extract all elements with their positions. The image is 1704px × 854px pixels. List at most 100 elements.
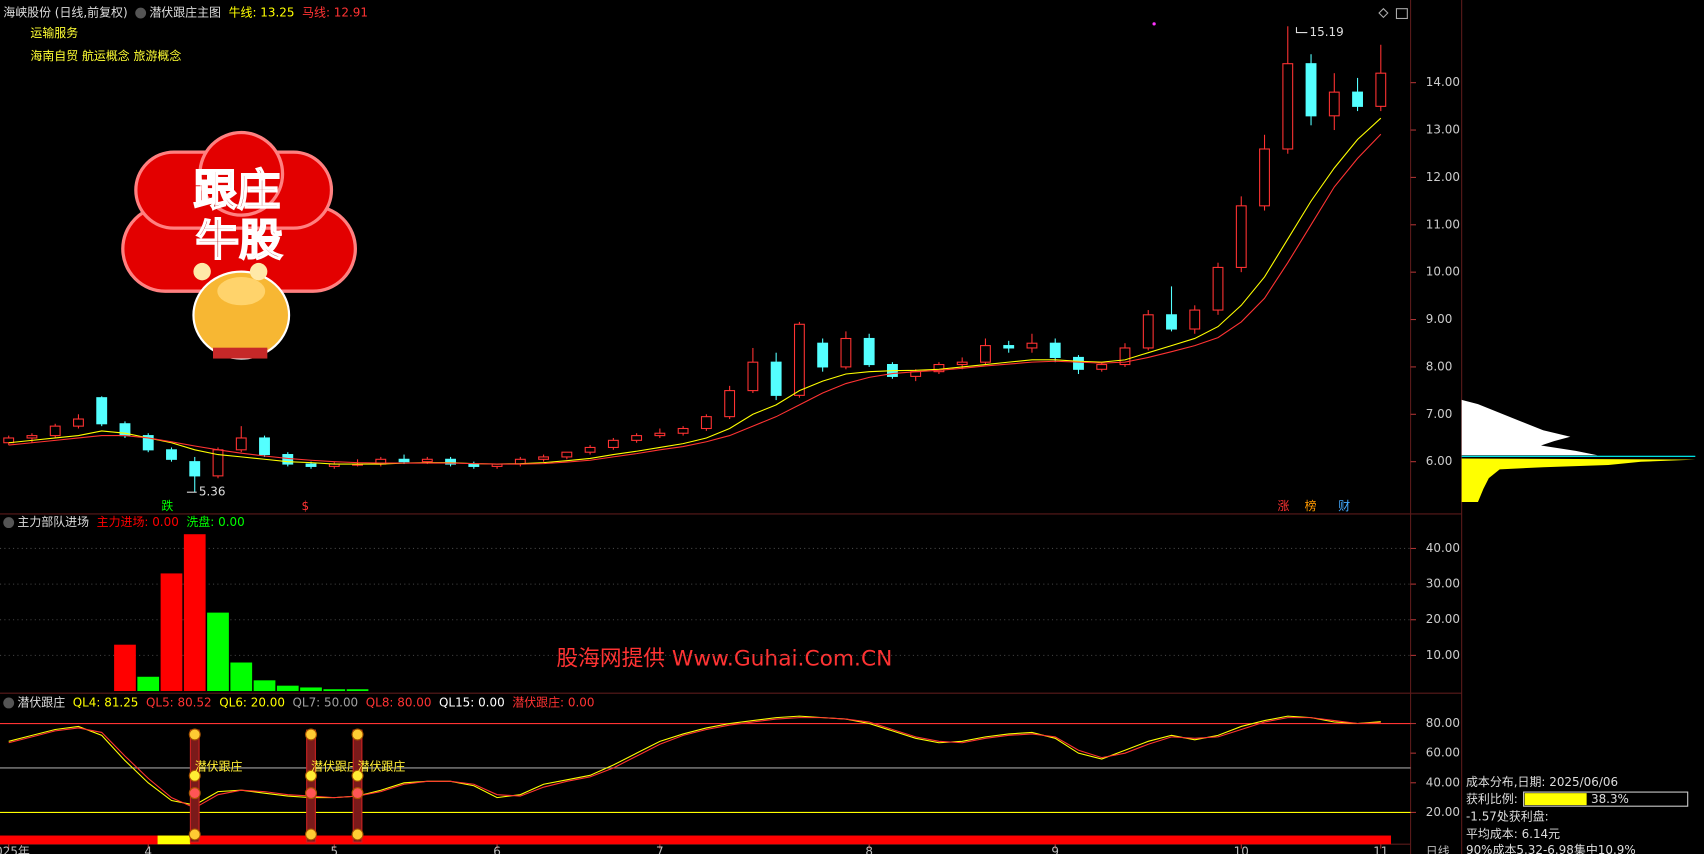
- signal-icon: [188, 728, 201, 741]
- candle-body: [1328, 91, 1340, 117]
- signal-icon: [351, 728, 364, 741]
- bar: [114, 644, 136, 692]
- y-tick-label: 60.00: [1426, 746, 1460, 760]
- signal-icon: [351, 787, 364, 800]
- annotation: 涨: [1277, 498, 1289, 513]
- logo-pig: [217, 277, 266, 306]
- bar: [253, 680, 276, 692]
- candle-body: [584, 446, 596, 453]
- candle-body: [538, 456, 550, 460]
- candle-body: [1352, 91, 1363, 107]
- logo-pig: [249, 262, 268, 281]
- candle-body: [1049, 342, 1061, 358]
- candle-body: [445, 458, 456, 465]
- candle-body: [1212, 266, 1224, 311]
- y-tick-label: 30.00: [1426, 577, 1460, 591]
- signal-marker: [306, 729, 316, 843]
- candle-body: [259, 437, 270, 456]
- candle-body: [1096, 364, 1108, 370]
- candle-body: [747, 361, 759, 392]
- x-tick-label: 5: [330, 844, 338, 854]
- bar: [137, 676, 160, 692]
- panel-icon: [3, 517, 15, 529]
- y-tick-label: 10.00: [1426, 648, 1460, 662]
- legend-item: 潜伏跟庄主图: [149, 5, 221, 20]
- signal-icon: [188, 787, 201, 800]
- candle-body: [561, 451, 573, 458]
- candle-body: [1305, 63, 1317, 117]
- profit-label: 获利比例:: [1466, 792, 1518, 806]
- candle-body: [235, 437, 247, 451]
- profit-at: -1.57处获利盘:: [1466, 809, 1549, 824]
- signal-icon: [305, 728, 318, 741]
- legend-item: 洗盘: 0.00: [186, 514, 244, 529]
- candle-body: [863, 337, 875, 366]
- signal-icon: [351, 828, 364, 841]
- candle-body: [607, 439, 619, 448]
- y-tick-label: 40.00: [1426, 775, 1460, 789]
- candle-body: [1282, 63, 1294, 150]
- bar: [230, 662, 253, 692]
- candle-body: [1142, 314, 1154, 349]
- candle-body: [26, 435, 38, 439]
- candle-body: [770, 361, 782, 396]
- ma-line: [8, 117, 1382, 465]
- candle-body: [1189, 309, 1201, 330]
- y-tick-label: 20.00: [1426, 805, 1460, 819]
- bar: [346, 689, 369, 692]
- y-tick-label: 8.00: [1426, 359, 1453, 373]
- x-tick-label: 4: [144, 844, 152, 854]
- candle-body: [1259, 148, 1270, 207]
- period: 日线: [1426, 844, 1450, 854]
- x-tick-label: 7: [656, 844, 664, 854]
- candle-body: [654, 432, 666, 437]
- indicator-line: [8, 717, 1381, 809]
- candle-body: [933, 364, 945, 373]
- bar: [323, 689, 346, 692]
- average-cost: 平均成本: 6.14元: [1466, 827, 1560, 841]
- concepts: 海南自贸 航运概念 旅游概念: [30, 48, 181, 63]
- legend-item: QL7: 50.00: [293, 695, 359, 709]
- x-tick-label: 2025年: [0, 844, 30, 854]
- signal-icon: [305, 787, 318, 800]
- candle-body: [468, 463, 480, 467]
- signal-icon: [351, 769, 364, 782]
- candle-body: [793, 323, 805, 396]
- legend-item: 牛线: 13.25: [229, 5, 295, 20]
- signal-label: 潜伏跟庄: [195, 759, 243, 774]
- icon[interactable]: [1378, 7, 1389, 19]
- logo-text: 牛股: [196, 216, 283, 266]
- candle-body: [142, 435, 154, 451]
- y-tick-label: 20.00: [1426, 612, 1460, 626]
- candle-body: [1119, 347, 1131, 366]
- y-tick-label: 11.00: [1426, 217, 1460, 231]
- signal-band: [157, 835, 191, 845]
- candle-body: [49, 425, 61, 437]
- y-tick-label: 6.00: [1426, 454, 1453, 468]
- candle-body: [398, 458, 410, 463]
- candle-body: [73, 418, 84, 427]
- candle-body: [631, 435, 643, 441]
- candle-body: [96, 397, 108, 425]
- legend-item: 主力部队进场: [17, 514, 89, 529]
- icon[interactable]: [1395, 8, 1408, 20]
- candle-body: [840, 337, 852, 368]
- legend-item: QL6: 20.00: [219, 695, 285, 709]
- candle-body: [1375, 72, 1387, 107]
- bar: [276, 685, 299, 692]
- y-tick-label: 80.00: [1426, 716, 1460, 730]
- signal-band: [0, 835, 1392, 845]
- signal-marker: [352, 729, 363, 843]
- signal-icon: [305, 769, 318, 782]
- y-tick-label: 12.00: [1426, 170, 1460, 184]
- x-tick-label: 9: [1051, 844, 1059, 854]
- legend-item: QL8: 80.00: [366, 695, 432, 709]
- x-tick-label: 8: [865, 844, 873, 854]
- logo-pig: [193, 262, 211, 281]
- dot: [1152, 22, 1156, 26]
- annotation: 跌: [161, 498, 173, 513]
- x-tick-label: 10: [1234, 844, 1249, 854]
- annotation: 财: [1338, 499, 1350, 513]
- profit-box: [1523, 791, 1689, 807]
